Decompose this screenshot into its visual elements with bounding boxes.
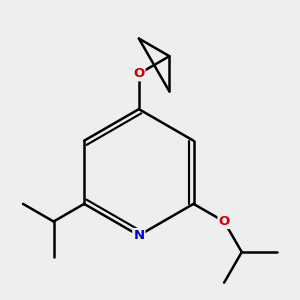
Text: O: O — [133, 67, 145, 80]
Text: O: O — [218, 215, 230, 228]
Text: N: N — [133, 229, 144, 242]
